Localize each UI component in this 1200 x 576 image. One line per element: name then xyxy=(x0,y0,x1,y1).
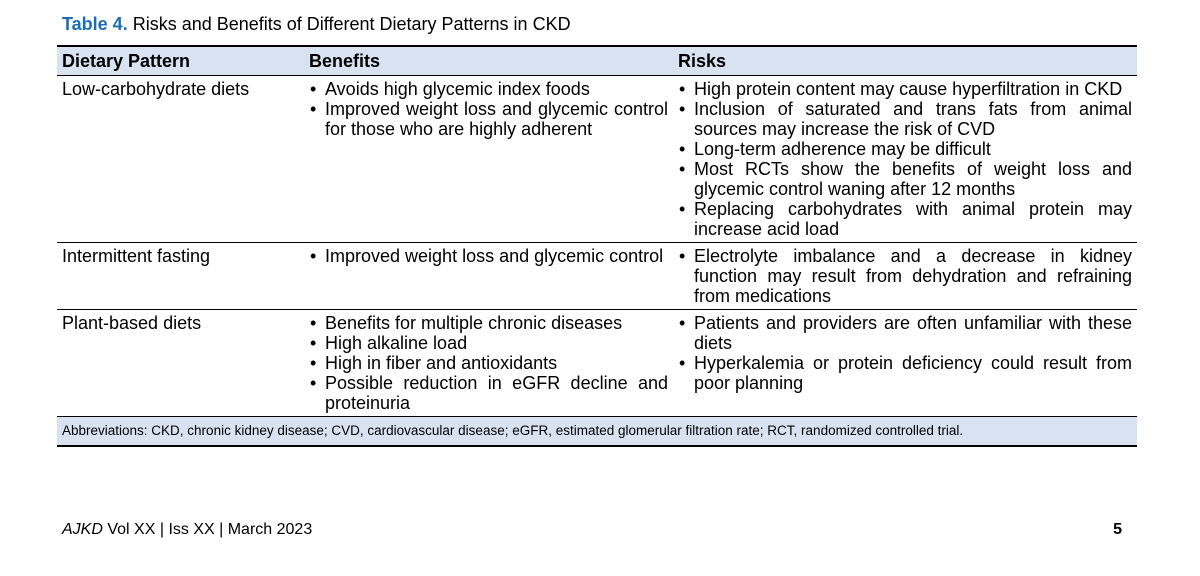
header-dietary-pattern: Dietary Pattern xyxy=(62,51,191,71)
benefits-cell: Improved weight loss and glycemic contro… xyxy=(304,243,673,310)
benefit-item: Benefits for multiple chronic diseases xyxy=(309,313,668,333)
pattern-cell: Low-carbohydrate diets xyxy=(62,79,250,99)
benefit-item: High in fiber and antioxidants xyxy=(309,353,668,373)
table-footnote-row: Abbreviations: CKD, chronic kidney disea… xyxy=(57,416,1137,447)
table-footnote: Abbreviations: CKD, chronic kidney disea… xyxy=(57,416,1137,447)
benefit-item: Improved weight loss and glycemic contro… xyxy=(309,246,668,266)
table-row: Plant-based diets Benefits for multiple … xyxy=(57,310,1137,417)
benefit-item: Possible reduction in eGFR decline and p… xyxy=(309,373,668,413)
benefit-item: Avoids high glycemic index foods xyxy=(309,79,668,99)
risk-item: Electrolyte imbalance and a decrease in … xyxy=(678,246,1132,306)
header-benefits: Benefits xyxy=(309,51,381,71)
risks-cell: High protein content may cause hyperfilt… xyxy=(673,76,1137,243)
diet-risks-table: Dietary Pattern Benefits Risks Low-carbo… xyxy=(57,45,1137,447)
table-header-row: Dietary Pattern Benefits Risks xyxy=(57,46,1137,76)
table-label: Table 4. xyxy=(62,14,128,34)
table-caption: Table 4. Risks and Benefits of Different… xyxy=(62,12,571,36)
table-title: Risks and Benefits of Different Dietary … xyxy=(132,14,571,34)
table-row: Low-carbohydrate diets Avoids high glyce… xyxy=(57,76,1137,243)
benefits-cell: Avoids high glycemic index foods Improve… xyxy=(304,76,673,243)
risk-item: Replacing carbohydrates with animal prot… xyxy=(678,199,1132,239)
page-number: 5 xyxy=(1113,521,1122,538)
risks-cell: Electrolyte imbalance and a decrease in … xyxy=(673,243,1137,310)
pattern-cell: Plant-based diets xyxy=(62,313,202,333)
benefits-cell: Benefits for multiple chronic diseases H… xyxy=(304,310,673,417)
risk-item: Inclusion of saturated and trans fats fr… xyxy=(678,99,1132,139)
header-risks: Risks xyxy=(678,51,727,71)
risk-item: High protein content may cause hyperfilt… xyxy=(678,79,1132,99)
pattern-cell: Intermittent fasting xyxy=(62,246,211,266)
risk-item: Most RCTs show the benefits of weight lo… xyxy=(678,159,1132,199)
page-footer: AJKD Vol XX | Iss XX | March 2023 xyxy=(62,520,312,540)
risk-item: Hyperkalemia or protein deficiency could… xyxy=(678,353,1132,393)
issue-info: Vol XX | Iss XX | March 2023 xyxy=(107,521,313,538)
benefit-item: High alkaline load xyxy=(309,333,668,353)
table-row: Intermittent fasting Improved weight los… xyxy=(57,243,1137,310)
risk-item: Patients and providers are often unfamil… xyxy=(678,313,1132,353)
risks-cell: Patients and providers are often unfamil… xyxy=(673,310,1137,417)
benefit-item: Improved weight loss and glycemic contro… xyxy=(309,99,668,139)
journal-name: AJKD xyxy=(62,521,103,538)
risk-item: Long-term adherence may be difficult xyxy=(678,139,1132,159)
